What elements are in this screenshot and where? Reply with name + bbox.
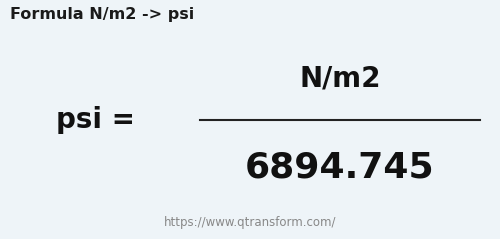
Text: Formula N/m2 -> psi: Formula N/m2 -> psi — [10, 7, 194, 22]
Text: 6894.745: 6894.745 — [245, 150, 435, 184]
Text: https://www.qtransform.com/: https://www.qtransform.com/ — [164, 217, 336, 229]
Text: psi =: psi = — [56, 105, 134, 134]
Text: N/m2: N/m2 — [299, 65, 381, 93]
